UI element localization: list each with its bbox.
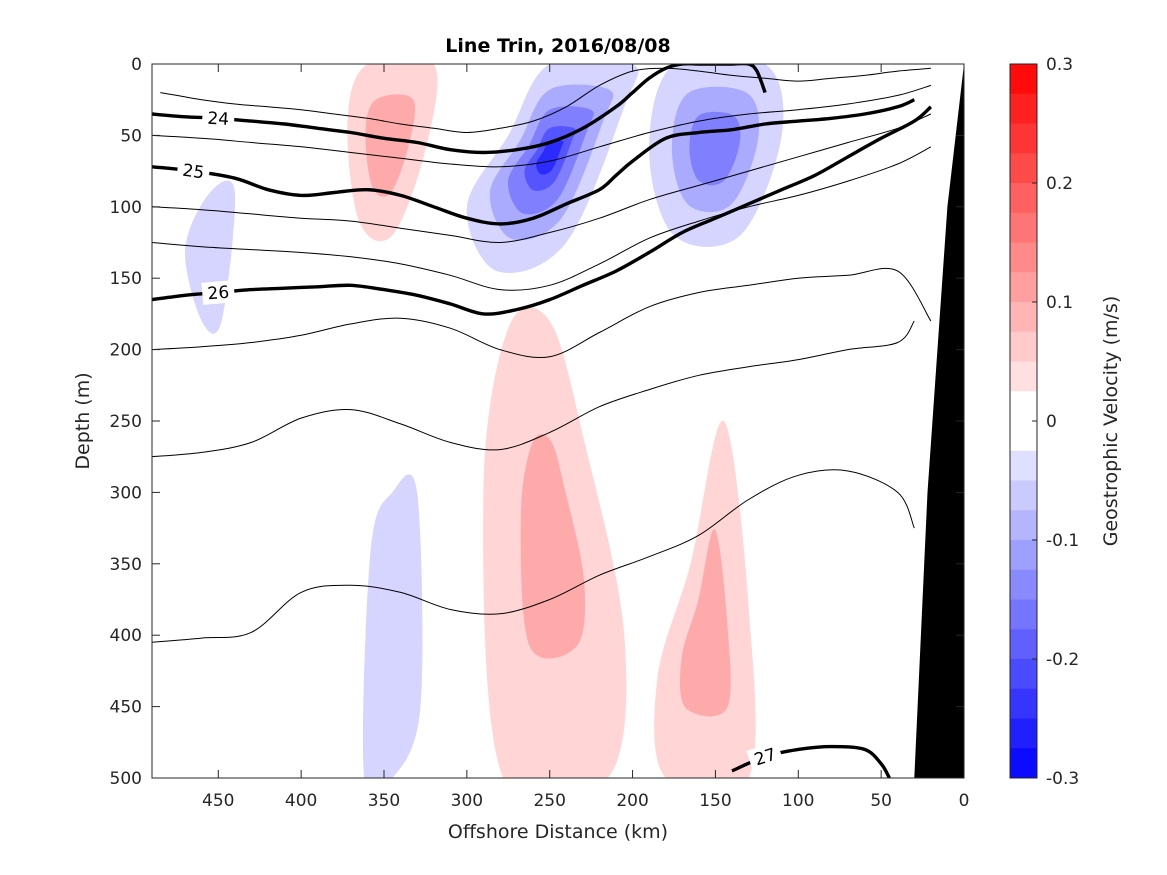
y-tick-label: 250 xyxy=(110,412,142,432)
plot-area xyxy=(152,64,964,778)
x-axis: 450 400 350 300 250 200 150 100 50 0 xyxy=(202,64,969,811)
isopycnal-minor-0 xyxy=(160,67,931,133)
colorbar-bin xyxy=(1010,153,1037,184)
x-tick-label: 150 xyxy=(699,791,731,811)
x-tick-label: 0 xyxy=(959,791,970,811)
y-tick-label: 400 xyxy=(110,626,142,646)
isopycnal-layer xyxy=(152,64,933,778)
colorbar-bin xyxy=(1010,391,1037,422)
y-tick-label: 500 xyxy=(110,769,142,789)
isopycnal-label-bg xyxy=(201,106,235,131)
colorbar-bin xyxy=(1010,599,1037,630)
isopycnal-label-bg xyxy=(176,158,211,185)
velocity-layer xyxy=(185,64,784,778)
isopycnal-minor-4 xyxy=(152,113,932,244)
chart-title: Line Trin, 2016/08/08 xyxy=(445,35,670,57)
colorbar-tick-label: -0.1 xyxy=(1046,531,1079,551)
y-tick-label: 300 xyxy=(110,483,142,503)
y-tick-label: 200 xyxy=(110,341,142,361)
colorbar: 0.3 0.2 0.1 0 -0.1 -0.2 -0.3 xyxy=(1009,55,1079,789)
colorbar-bin xyxy=(1010,569,1037,600)
x-tick-label: 350 xyxy=(368,791,400,811)
colorbar-bin xyxy=(1010,688,1037,719)
isopycnal-minor-8 xyxy=(152,320,915,458)
colorbar-bin xyxy=(1010,331,1037,362)
isopycnal-24-1 xyxy=(152,64,767,155)
isopycnal-minor-6 xyxy=(152,146,932,291)
colorbar-bin xyxy=(1010,748,1037,779)
colorbar-bin xyxy=(1010,629,1037,660)
colorbar-bin xyxy=(1010,361,1037,392)
isopycnal-label-bg xyxy=(746,741,784,772)
x-tick-label: 450 xyxy=(202,791,234,811)
x-tick-label: 50 xyxy=(870,791,892,811)
contour-labels: 24 25 26 27 xyxy=(176,106,784,772)
colorbar-tick-label: 0.3 xyxy=(1046,55,1073,75)
colorbar-bin xyxy=(1010,272,1037,303)
colorbar-bin xyxy=(1010,718,1037,749)
isopycnal-25-3 xyxy=(152,98,916,226)
isopycnal-minor-2 xyxy=(152,84,932,168)
colorbar-bin xyxy=(1010,540,1037,571)
colorbar-tick-label: 0 xyxy=(1046,412,1057,432)
colorbar-bin xyxy=(1010,212,1037,243)
colorbar-bin xyxy=(1010,421,1037,452)
isopycnal-label-text: 24 xyxy=(207,109,230,130)
y-tick-label: 100 xyxy=(110,198,142,218)
isopycnal-label-27: 27 xyxy=(746,741,784,772)
y-tick-label: 150 xyxy=(110,269,142,289)
x-tick-label: 200 xyxy=(616,791,648,811)
colorbar-bin xyxy=(1010,659,1037,690)
x-tick-label: 400 xyxy=(285,791,317,811)
isopycnal-label-text: 26 xyxy=(207,283,230,305)
y-axis-label: Depth (m) xyxy=(72,372,94,469)
colorbar-bin xyxy=(1010,242,1037,273)
y-tick-label: 50 xyxy=(120,126,142,146)
y-tick-label: 0 xyxy=(131,55,142,75)
y-tick-label: 350 xyxy=(110,555,142,575)
isopycnal-label-text: 25 xyxy=(181,161,205,184)
colorbar-bin xyxy=(1010,93,1037,124)
x-axis-label: Offshore Distance (km) xyxy=(448,821,668,843)
x-tick-label: 100 xyxy=(782,791,814,811)
colorbar-bin xyxy=(1010,183,1037,214)
colorbar-bin xyxy=(1010,450,1037,481)
velocity-region-red-deep-1-1 xyxy=(520,434,586,659)
colorbar-bin xyxy=(1010,510,1037,541)
bathymetry xyxy=(914,64,964,778)
isopycnal-minor-7 xyxy=(152,267,932,358)
colorbar-tick-label: 0.1 xyxy=(1046,293,1073,313)
x-tick-label: 300 xyxy=(451,791,483,811)
colorbar-label: Geostrophic Velocity (m/s) xyxy=(1100,296,1122,546)
isopycnal-26-5 xyxy=(152,105,933,316)
colorbar-bin xyxy=(1010,302,1037,333)
colorbar-tick-label: -0.2 xyxy=(1046,650,1079,670)
colorbar-bin xyxy=(1010,64,1037,95)
isopycnal-label-bg xyxy=(201,280,236,305)
y-tick-label: 450 xyxy=(110,698,142,718)
isopycnal-label-26: 26 xyxy=(201,280,236,305)
velocity-region-red-deep-2-1 xyxy=(679,529,731,717)
colorbar-bin xyxy=(1010,480,1037,511)
isopycnal-minor-9 xyxy=(152,469,915,643)
y-axis: 0 50 100 150 200 250 300 350 400 450 500 xyxy=(110,55,964,789)
colorbar-tick-label: 0.2 xyxy=(1046,174,1073,194)
isopycnal-label-24: 24 xyxy=(201,106,235,131)
colorbar-tick-label: -0.3 xyxy=(1046,769,1079,789)
velocity-region-blue-patch-4-0 xyxy=(362,474,423,778)
x-tick-label: 250 xyxy=(533,791,565,811)
colorbar-bin xyxy=(1010,123,1037,154)
isopycnal-label-25: 25 xyxy=(176,158,211,185)
velocity-region-blue-core-1-4 xyxy=(536,139,564,175)
